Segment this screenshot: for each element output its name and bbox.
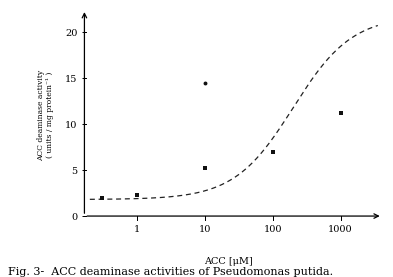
Text: ACC [μM]: ACC [μM] xyxy=(204,257,252,266)
Text: ACC deaminase activity
( units / mg protein⁻¹ ): ACC deaminase activity ( units / mg prot… xyxy=(37,70,54,160)
Text: Fig. 3-  ACC deaminase activities of Pseudomonas putida.: Fig. 3- ACC deaminase activities of Pseu… xyxy=(8,267,333,277)
